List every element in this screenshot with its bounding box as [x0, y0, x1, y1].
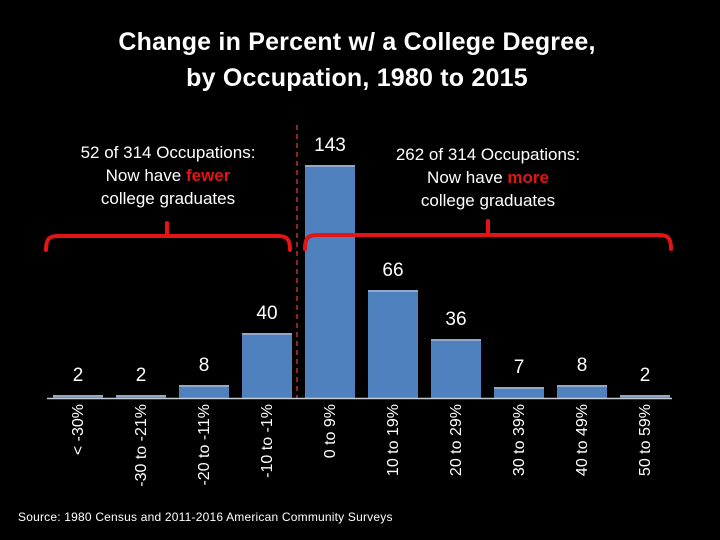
bar [53, 394, 103, 398]
source-note: Source: 1980 Census and 2011-2016 Americ… [18, 510, 393, 524]
annotation-more-prefix: Now have [427, 168, 508, 187]
bar-value-label: 2 [639, 364, 651, 386]
annotation-more: 262 of 314 Occupations: Now have more co… [360, 143, 616, 212]
annotation-fewer-emphasis: fewer [185, 166, 231, 185]
bar-value-label: 7 [513, 356, 525, 378]
bar [305, 165, 355, 398]
bar-value-label: 36 [445, 309, 467, 331]
bar [116, 394, 166, 398]
x-tick-label: 20 to 29% [448, 404, 465, 477]
annotation-more-line2: Now have more [360, 166, 616, 189]
annotation-more-emphasis: more [507, 168, 549, 187]
annotation-more-line3: college graduates [420, 191, 556, 210]
x-tick-label: < -30% [70, 404, 87, 456]
bar-value-label: 66 [382, 260, 404, 282]
bar [368, 290, 418, 398]
chart-title: Change in Percent w/ a College Degree, b… [0, 24, 714, 96]
bar [242, 332, 292, 398]
annotation-more-line1: 262 of 314 Occupations: [395, 145, 581, 164]
bar-value-label: 8 [576, 354, 588, 376]
bar-value-label: 8 [198, 354, 210, 376]
annotation-fewer-line3: college graduates [100, 189, 236, 208]
bar [620, 394, 670, 398]
annotation-fewer-line1: 52 of 314 Occupations: [80, 143, 256, 162]
x-tick-label: 50 to 59% [637, 404, 654, 477]
x-tick-label: -10 to -1% [259, 404, 276, 478]
annotation-fewer-prefix: Now have [105, 166, 186, 185]
bar-value-label: 40 [256, 302, 278, 324]
x-tick-label: 0 to 9% [322, 404, 339, 459]
bar-value-label: 2 [135, 364, 147, 386]
bar-value-label: 143 [314, 135, 346, 156]
annotation-fewer-line2: Now have fewer [40, 164, 296, 187]
bar-value-label: 2 [72, 364, 84, 386]
bar [494, 386, 544, 398]
x-tick-label: 40 to 49% [574, 404, 591, 477]
x-tick-label: 10 to 19% [385, 404, 402, 477]
bar [179, 384, 229, 398]
bar [431, 339, 481, 398]
x-tick-label: -30 to -21% [133, 404, 150, 487]
chart-title-line2: by Occupation, 1980 to 2015 [186, 64, 528, 92]
x-tick-label: 30 to 39% [511, 404, 528, 477]
chart-title-line1: Change in Percent w/ a College Degree, [118, 28, 596, 56]
annotation-fewer: 52 of 314 Occupations: Now have fewer co… [40, 141, 296, 210]
x-tick-label: -20 to -11% [196, 404, 213, 486]
bar [557, 384, 607, 398]
